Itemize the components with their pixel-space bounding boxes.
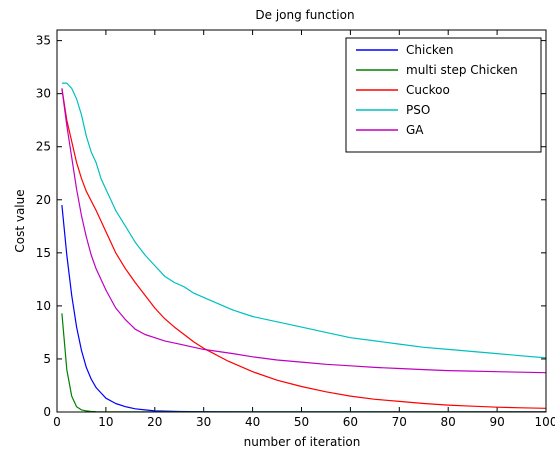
legend-label-multi-step-chicken: multi step Chicken <box>406 63 518 77</box>
legend-label-ga: GA <box>406 123 424 137</box>
y-tick-label: 30 <box>36 87 51 101</box>
x-tick-label: 80 <box>441 415 456 429</box>
series-line-pso <box>61 82 547 359</box>
x-tick-label: 100 <box>535 415 555 429</box>
y-tick-label: 15 <box>36 246 51 260</box>
x-tick-label: 10 <box>98 415 113 429</box>
chart-title: De jong function <box>255 8 354 22</box>
y-tick-label: 10 <box>36 299 51 313</box>
y-tick-label: 35 <box>36 34 51 48</box>
x-tick-label: 30 <box>196 415 211 429</box>
x-tick-label: 50 <box>294 415 309 429</box>
legend-label-chicken: Chicken <box>406 43 453 57</box>
y-tick-label: 0 <box>43 405 51 419</box>
x-tick-label: 90 <box>489 415 504 429</box>
y-tick-label: 5 <box>43 352 51 366</box>
x-tick-label: 60 <box>343 415 358 429</box>
y-tick-label: 20 <box>36 193 51 207</box>
legend-box <box>345 37 542 153</box>
plot-frame <box>56 29 547 413</box>
x-tick-label: 20 <box>147 415 162 429</box>
series-line-cuckoo <box>61 88 547 409</box>
y-tick-label: 25 <box>36 140 51 154</box>
series-line-ga <box>61 88 547 374</box>
x-tick-label: 40 <box>245 415 260 429</box>
x-tick-label: 0 <box>53 415 61 429</box>
x-axis-label: number of iteration <box>244 435 361 449</box>
y-axis-label: Cost value <box>13 189 27 252</box>
legend-label-pso: PSO <box>406 103 430 117</box>
x-tick-label: 70 <box>392 415 407 429</box>
legend-label-cuckoo: Cuckoo <box>406 83 450 97</box>
chart-legend: Chicken multi step Chicken Cuckoo PSO GA <box>345 37 542 153</box>
axis-ticks: 0 10 20 30 40 50 60 70 80 90 100 0 5 10 15 20 25 30 35 <box>36 30 555 429</box>
